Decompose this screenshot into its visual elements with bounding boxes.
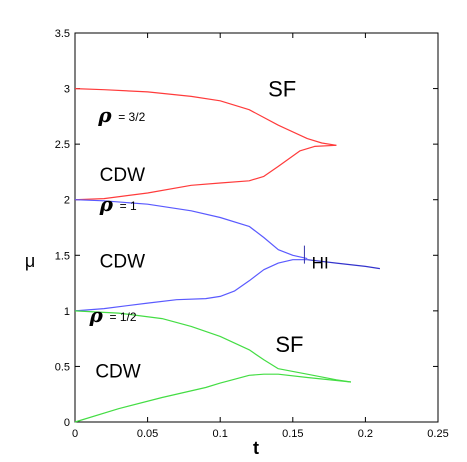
density-symbol: ρ: [97, 103, 112, 127]
y-axis-label: μ: [25, 251, 35, 271]
y-tick-label: 0.5: [55, 361, 70, 373]
series-line-4: [307, 259, 380, 270]
x-tick-label: 0.1: [213, 428, 228, 440]
x-tick-label: 0.05: [137, 428, 158, 440]
x-axis-label: t: [253, 438, 259, 458]
density-value: = 1/2: [110, 310, 137, 324]
phase-label-cdw: CDW: [100, 165, 145, 186]
y-tick-label: 0: [64, 417, 70, 429]
density-symbol: ρ: [89, 303, 104, 327]
plot-area: [74, 32, 439, 423]
phase-label-sf: SF: [268, 76, 296, 101]
y-tick-label: 1: [64, 306, 70, 318]
y-tick-label: 3: [64, 84, 70, 96]
phase-label-sf: SF: [275, 332, 303, 357]
density-value: = 3/2: [118, 110, 145, 124]
series-line-5: [74, 310, 351, 383]
y-tick-label: 3.5: [55, 28, 70, 40]
density-value: = 1: [120, 199, 137, 213]
series-line-3: [74, 259, 308, 312]
x-tick-label: 0.25: [427, 428, 448, 440]
axis-ticks: 0 0.05 0.1 0.15 0.2 0.25 0 0.5 1 1.5 2 2.5 3 3.5: [55, 28, 449, 440]
series-line-2: [74, 199, 308, 260]
x-tick-label: 0: [72, 428, 78, 440]
phase-label-cdw: CDW: [95, 362, 140, 383]
y-tick-label: 2: [64, 195, 70, 207]
annotations: SF SF HI CDW CDW CDW ρ = 3/2 ρ = 1 ρ = 1/2: [89, 76, 329, 382]
y-tick-label: 1.5: [55, 250, 70, 262]
phase-label-hi: HI: [312, 254, 329, 273]
series-line-6: [74, 373, 351, 423]
phase-label-cdw: CDW: [100, 252, 145, 273]
density-symbol: ρ: [99, 192, 114, 216]
x-tick-label: 0.15: [282, 428, 303, 440]
series-lines: [74, 88, 380, 423]
x-tick-label: 0.2: [358, 428, 373, 440]
series-line-1: [74, 144, 337, 201]
series-line-0: [74, 88, 337, 146]
y-tick-label: 2.5: [55, 139, 70, 151]
